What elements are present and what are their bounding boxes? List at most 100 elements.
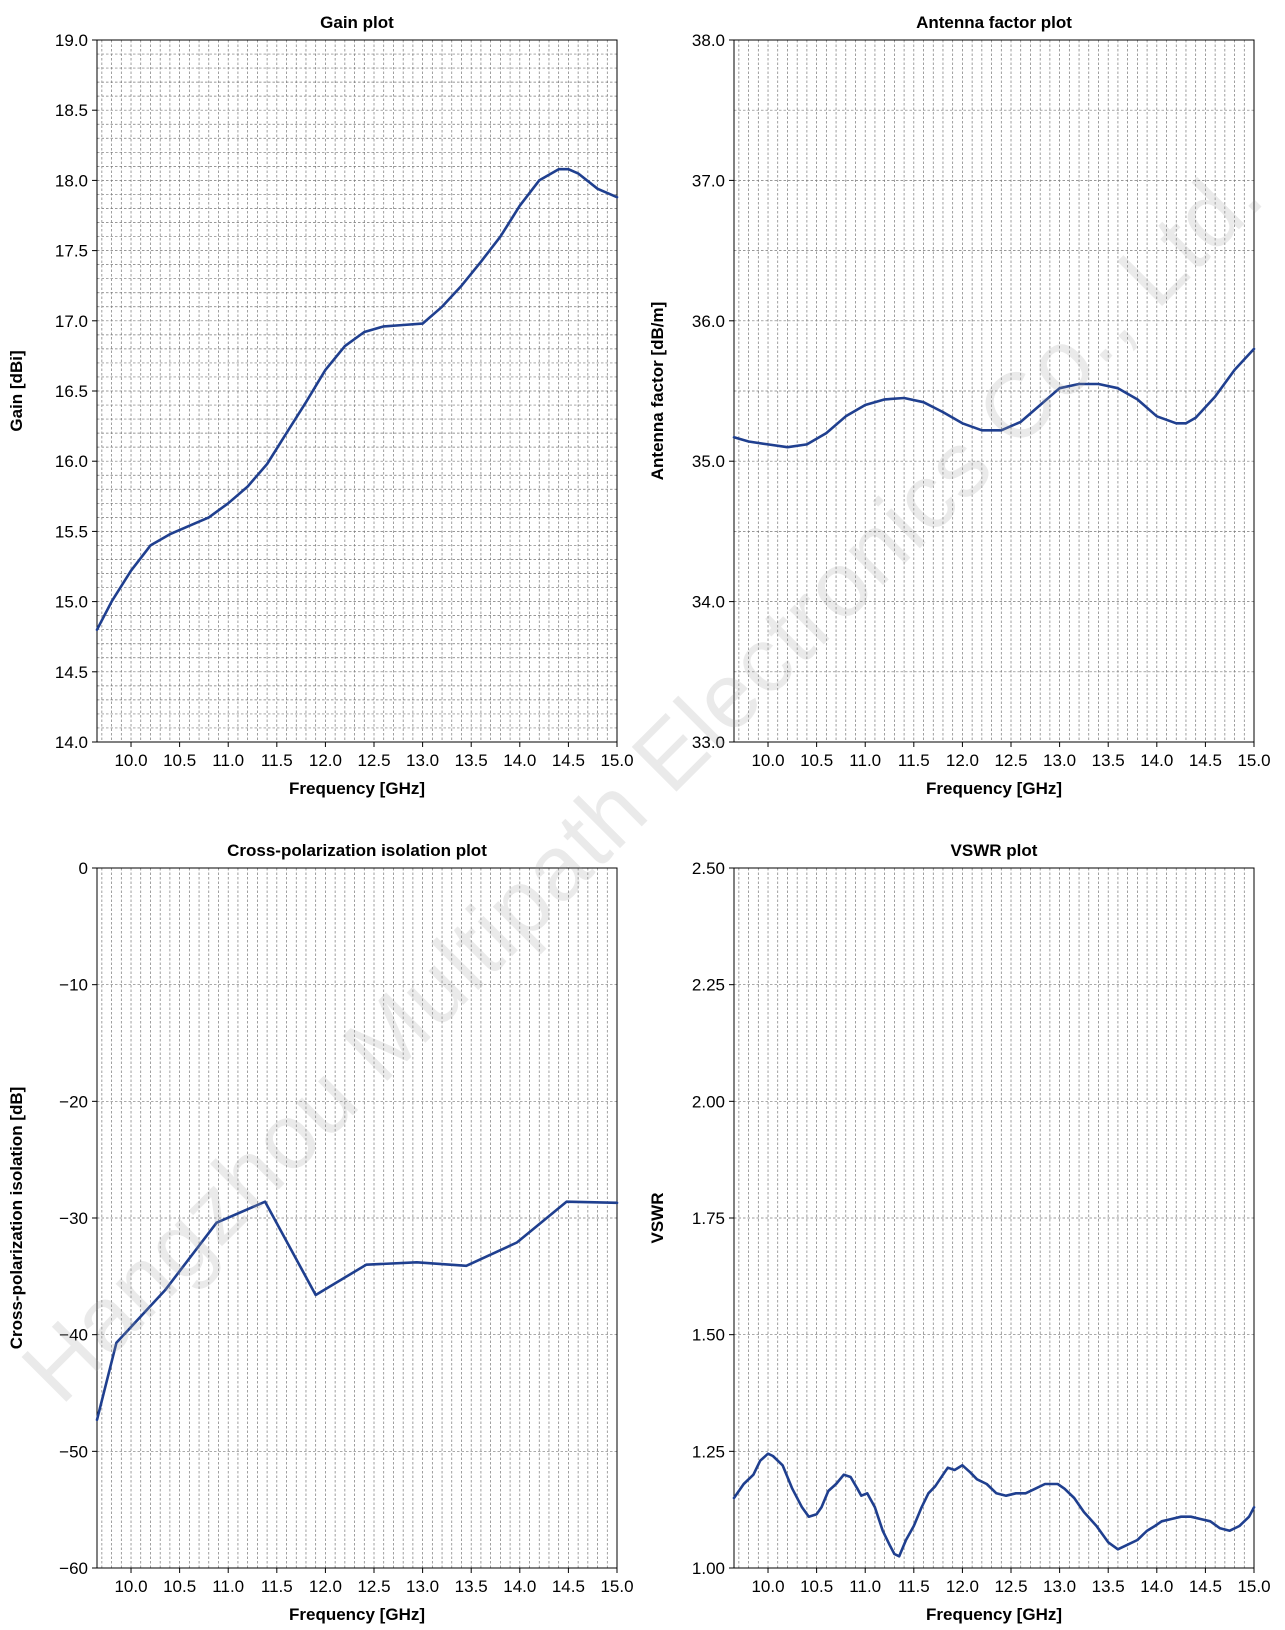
x-axis-label: Frequency [GHz] — [289, 779, 425, 798]
y-tick-label: 1.25 — [692, 1442, 725, 1461]
series-line — [95, 1200, 619, 1422]
y-tick-label: 19.0 — [55, 31, 88, 50]
x-tick-label: 12.0 — [309, 1577, 342, 1596]
x-tick-label: 11.0 — [212, 751, 244, 770]
y-tick-label: 18.0 — [55, 171, 88, 190]
x-tick-label: 12.5 — [994, 751, 1027, 770]
x-tick-label: 12.0 — [309, 751, 342, 770]
y-axis-label: Gain [dBi] — [7, 350, 26, 431]
y-tick-label: 35.0 — [692, 452, 725, 471]
chart-panel-4: 10.0 10.5 11.0 11.5 12.0 12.5 13.0 13.5 14.0 14.5… — [648, 841, 1271, 1624]
x-tick-label: 13.5 — [455, 751, 488, 770]
x-tick-label: 14.5 — [552, 1577, 585, 1596]
x-tick-label: 10.0 — [751, 1577, 784, 1596]
y-gridlines — [97, 984, 617, 1452]
x-axis-label: Frequency [GHz] — [926, 1605, 1062, 1624]
x-tick-label: 11.5 — [898, 1577, 930, 1596]
x-tick-label: 15.0 — [600, 751, 633, 770]
x-tick-label: 11.5 — [261, 751, 293, 770]
x-tick-label: 15.0 — [1237, 751, 1270, 770]
x-tick-label: 13.0 — [1043, 751, 1076, 770]
x-gridlines — [101, 40, 608, 742]
chart-panel-3: 10.0 10.5 11.0 11.5 12.0 12.5 13.0 13.5 14.0 14.5… — [7, 841, 634, 1624]
x-tick-label: 10.0 — [751, 751, 784, 770]
y-gridlines — [97, 53, 617, 729]
x-tick-label: 10.5 — [800, 751, 833, 770]
y-tick-label: 16.5 — [55, 382, 88, 401]
y-tick-label: 15.5 — [55, 522, 88, 541]
chart-title: Gain plot — [320, 13, 394, 32]
x-tick-label: 13.0 — [406, 751, 439, 770]
x-axis-label: Frequency [GHz] — [289, 1605, 425, 1624]
x-tick-label: 12.5 — [357, 751, 390, 770]
x-tick-label: 10.5 — [163, 751, 196, 770]
y-tick-label: 1.75 — [692, 1209, 725, 1228]
x-tick-label: 13.5 — [455, 1577, 488, 1596]
chart-panel-2: 10.0 10.5 11.0 11.5 12.0 12.5 13.0 13.5 14.0 14.5… — [648, 13, 1271, 798]
x-tick-label: 13.5 — [1092, 1577, 1125, 1596]
plot-frame — [733, 39, 1255, 743]
y-tick-label: 17.0 — [55, 312, 88, 331]
chart-title: VSWR plot — [951, 841, 1038, 860]
y-axis-label: VSWR — [648, 1193, 667, 1244]
x-tick-label: 14.0 — [1140, 1577, 1173, 1596]
y-tick-label: −50 — [59, 1442, 88, 1461]
x-tick-label: 12.0 — [946, 751, 979, 770]
y-tick-label: 14.5 — [55, 663, 88, 682]
y-tick-label: 36.0 — [692, 312, 725, 331]
y-axis-label: Cross-polarization isolation [dB] — [7, 1087, 26, 1350]
y-tick-label: 33.0 — [692, 733, 725, 752]
y-tick-label: 16.0 — [55, 452, 88, 471]
x-tick-label: 10.5 — [163, 1577, 196, 1596]
x-tick-label: 10.0 — [114, 751, 147, 770]
y-tick-label: 17.5 — [55, 242, 88, 261]
y-tick-label: 1.00 — [692, 1559, 725, 1578]
x-tick-label: 13.0 — [406, 1577, 439, 1596]
y-gridlines — [734, 109, 1254, 673]
y-tick-label: 2.50 — [692, 859, 725, 878]
x-tick-label: 14.5 — [1189, 751, 1222, 770]
y-tick-label: 0 — [79, 859, 88, 878]
chart-title: Antenna factor plot — [916, 13, 1072, 32]
y-tick-label: −30 — [59, 1209, 88, 1228]
y-tick-label: 2.00 — [692, 1092, 725, 1111]
y-tick-label: 18.5 — [55, 101, 88, 120]
y-tick-label: −60 — [59, 1559, 88, 1578]
y-tick-label: 34.0 — [692, 593, 725, 612]
x-axis-label: Frequency [GHz] — [926, 779, 1062, 798]
x-tick-label: 11.0 — [212, 1577, 244, 1596]
y-tick-label: −10 — [59, 976, 88, 995]
y-tick-label: 37.0 — [692, 171, 725, 190]
y-tick-label: 15.0 — [55, 593, 88, 612]
x-tick-label: 12.5 — [357, 1577, 390, 1596]
y-axis-label: Antenna factor [dB/m] — [648, 302, 667, 481]
x-tick-label: 14.0 — [1140, 751, 1173, 770]
x-tick-label: 15.0 — [1237, 1577, 1270, 1596]
x-tick-label: 10.5 — [800, 1577, 833, 1596]
y-tick-label: 38.0 — [692, 31, 725, 50]
x-tick-label: 12.5 — [994, 1577, 1027, 1596]
y-tick-label: 2.25 — [692, 976, 725, 995]
series-line — [732, 1452, 1256, 1558]
y-tick-label: 14.0 — [55, 733, 88, 752]
y-tick-label: 1.50 — [692, 1326, 725, 1345]
x-tick-label: 12.0 — [946, 1577, 979, 1596]
y-tick-label: −40 — [59, 1326, 88, 1345]
x-tick-label: 11.0 — [849, 751, 881, 770]
x-tick-label: 14.0 — [503, 751, 536, 770]
series-line — [732, 347, 1256, 449]
x-tick-label: 14.5 — [1189, 1577, 1222, 1596]
x-tick-label: 11.5 — [261, 1577, 293, 1596]
y-gridlines — [734, 984, 1254, 1452]
y-tick-label: −20 — [59, 1092, 88, 1111]
x-tick-label: 11.0 — [849, 1577, 881, 1596]
x-tick-label: 10.0 — [114, 1577, 147, 1596]
x-tick-label: 14.0 — [503, 1577, 536, 1596]
series-line — [95, 167, 619, 632]
chart-panel-1: 10.0 10.5 11.0 11.5 12.0 12.5 13.0 13.5 14.0 14.5… — [7, 13, 634, 798]
chart-title: Cross-polarization isolation plot — [227, 841, 487, 860]
x-tick-label: 14.5 — [552, 751, 585, 770]
x-tick-label: 15.0 — [600, 1577, 633, 1596]
x-tick-label: 13.5 — [1092, 751, 1125, 770]
